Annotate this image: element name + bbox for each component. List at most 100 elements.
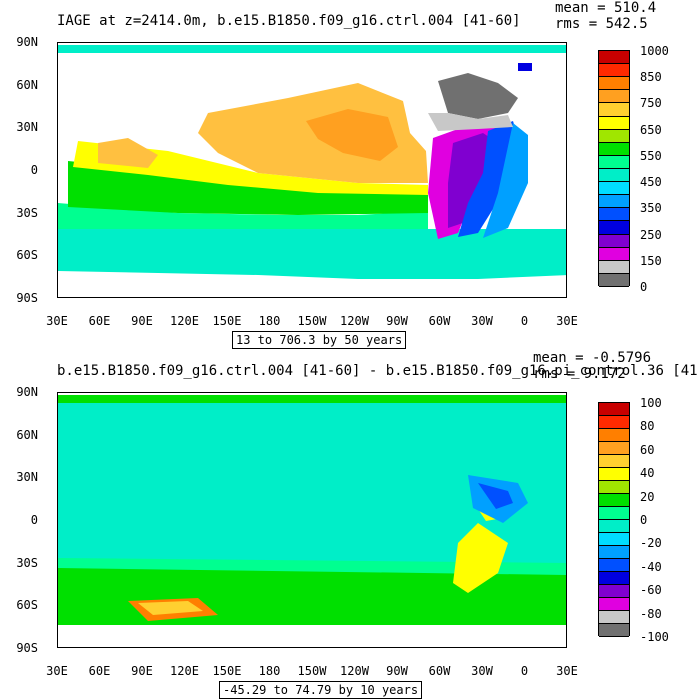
bottom-lon-label: 150E [212, 664, 242, 678]
bottom-colorbar-label: -40 [640, 559, 662, 574]
bottom-colorbar-swatch [599, 455, 629, 468]
bottom-colorbar-label: 80 [640, 419, 655, 434]
bottom-colorbar-label: -80 [640, 606, 662, 621]
top-lat-label: 0 [30, 163, 38, 177]
bottom-lat-label: 90N [16, 385, 38, 399]
bottom-colorbar-swatch [599, 507, 629, 520]
top-lon-label: 30W [471, 314, 493, 328]
bottom-colorbar-swatch [599, 481, 629, 494]
bottom-colorbar-swatch [599, 520, 629, 533]
bottom-lon-label: 120W [340, 664, 369, 678]
top-lat-label: 30S [16, 205, 38, 220]
bottom-colorbar-swatch [599, 624, 629, 637]
bottom-colorbar-swatch [599, 494, 629, 507]
bottom-lon-label: 30E [46, 664, 68, 678]
bottom-lon-label: 180 [258, 664, 281, 678]
bottom-lon-label: 120E [170, 664, 199, 678]
bottom-colorbar-swatch [599, 429, 629, 442]
bottom-arctic-strip [58, 395, 566, 403]
top-colorbar-swatch [599, 155, 629, 169]
bottom-colorbar-label: -20 [640, 536, 662, 551]
bottom-lat-label: 30S [16, 555, 38, 570]
top-colorbar-swatch [599, 273, 629, 287]
bottom-lon-label: 30E [556, 664, 578, 678]
bottom-colorbar-label: 0 [640, 513, 648, 527]
bottom-lon-label: 90W [386, 664, 408, 678]
bottom-contour-range: -45.29 to 74.79 by 10 years [219, 681, 423, 699]
top-arctic-strip [58, 45, 566, 53]
top-colorbar-swatch [599, 182, 629, 196]
bottom-lon-label: 0 [520, 664, 529, 678]
top-colorbar-label: 750 [640, 96, 662, 111]
bottom-colorbar-label: 40 [640, 466, 655, 481]
bottom-colorbar-swatch [599, 442, 629, 455]
bottom-difference-field [58, 395, 566, 625]
top-map-panel: IAGE at z=2414.0m, b.e15.B1850.f09_g16.c… [16, 0, 669, 349]
top-colorbar-label: 850 [640, 70, 662, 85]
top-lon-label: 150E [212, 314, 242, 328]
top-colorbar-label: 350 [640, 201, 662, 216]
top-colorbar-swatch [599, 77, 629, 91]
top-colorbar-label: 150 [640, 253, 662, 268]
top-colorbar-swatch [599, 64, 629, 78]
bottom-rms-stat: rms = 9.172 [533, 366, 626, 382]
top-lon-label: 120W [340, 314, 369, 328]
top-lat-label: 60S [16, 248, 38, 263]
top-lat-label: 60N [16, 77, 38, 92]
bottom-map-title: b.e15.B1850.f09_g16.ctrl.004 [41-60] - b… [57, 363, 698, 379]
top-contour-range: 13 to 706.3 by 50 years [232, 331, 407, 349]
top-southern-ocean [58, 229, 566, 279]
top-colorbar-label: 250 [640, 227, 662, 242]
top-colorbar-swatch [599, 129, 629, 143]
top-colorbar-swatch [599, 168, 629, 183]
top-map-plot [57, 42, 567, 298]
top-colorbar-swatch [599, 221, 629, 235]
top-lon-label: 0 [520, 314, 529, 328]
bottom-lon-label: 30W [471, 664, 493, 678]
bottom-colorbar-label: -60 [640, 583, 662, 598]
top-colorbar-label: 550 [640, 148, 662, 163]
top-lon-label: 90W [386, 314, 408, 328]
top-colorbar-label: 450 [640, 175, 662, 190]
top-colorbar-swatch [599, 260, 629, 274]
top-colorbar-swatch [599, 195, 629, 209]
bottom-lat-label: 90S [16, 641, 38, 655]
top-colorbar-swatch [599, 234, 629, 248]
top-colorbar-swatch [599, 51, 629, 65]
bottom-lat-label: 60N [16, 427, 38, 442]
bottom-colorbar-swatch [599, 572, 629, 585]
top-lat-label: 90N [16, 35, 38, 49]
top-lon-label: 60E [88, 314, 111, 328]
top-ocean-field [58, 45, 566, 279]
bottom-colorbar-swatch [599, 403, 629, 416]
top-colorbar-swatch [599, 247, 629, 261]
top-rms-stat: rms = 542.5 [555, 16, 648, 32]
top-lon-label: 180 [258, 314, 281, 328]
bottom-colorbar [598, 402, 630, 637]
bottom-map-panel: b.e15.B1850.f09_g16.ctrl.004 [41-60] - b… [0, 350, 700, 700]
top-colorbar-label: 0 [640, 280, 648, 294]
bottom-colorbar-swatch [599, 533, 629, 546]
top-lat-label: 30N [16, 120, 38, 135]
bottom-lat-label: 60S [16, 598, 38, 613]
bottom-colorbar-swatch [599, 546, 629, 559]
bottom-colorbar-swatch [599, 416, 629, 429]
top-colorbar-label: 650 [640, 122, 662, 137]
top-map-title: IAGE at z=2414.0m, b.e15.B1850.f09_g16.c… [57, 13, 521, 29]
top-colorbar-swatch [599, 116, 629, 130]
bottom-colorbar-label: 100 [640, 396, 662, 410]
top-colorbar-swatch [599, 103, 629, 117]
top-colorbar-swatch [599, 208, 629, 222]
bottom-lon-label: 60E [88, 664, 111, 678]
top-colorbar [598, 50, 630, 287]
top-colorbar-swatch [599, 90, 629, 104]
top-mean-stat: mean = 510.4 [555, 0, 657, 16]
top-north-atlantic-grey [438, 73, 518, 119]
bottom-colorbar-label: -100 [640, 630, 669, 644]
bottom-lat-label: 0 [30, 513, 38, 527]
top-lat-label: 90S [16, 291, 38, 305]
top-lon-label: 120E [170, 314, 199, 328]
bottom-colorbar-swatch [599, 559, 629, 572]
bottom-colorbar-label: 20 [640, 489, 655, 504]
bottom-lon-label: 60W [428, 664, 451, 678]
